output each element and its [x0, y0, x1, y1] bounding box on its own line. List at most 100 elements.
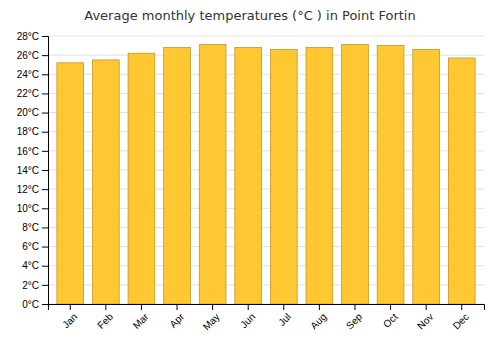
tick-mark: [42, 74, 48, 75]
tick-mark: [42, 208, 48, 209]
tick-mark: [42, 170, 48, 171]
tick: Aug: [308, 304, 328, 331]
tick-label: 26°C: [17, 50, 39, 61]
tick-mark: [319, 304, 320, 310]
chart: 0°C 2°C 4°C 6°C 8°C 10°C 12°C 14°C 16°C 18°C 20°C 2…: [0, 0, 500, 350]
bar: [413, 49, 440, 304]
bar: [377, 46, 404, 304]
tick: 24°C: [17, 69, 48, 80]
tick-label: Mar: [131, 311, 151, 331]
tick: 10°C: [17, 203, 48, 214]
tick-mark: [42, 132, 48, 133]
tick-mark: [461, 304, 462, 310]
tick-mark: [212, 304, 213, 310]
tick-label: Dec: [451, 311, 471, 331]
tick-label: Sep: [344, 311, 365, 332]
tick-label: 18°C: [17, 126, 39, 137]
tick-label: 14°C: [17, 165, 39, 176]
tick-mark: [42, 189, 48, 190]
x-axis: Jan Feb Mar Apr May Jun Jul Aug Sep Oct Nov Dec: [49, 304, 485, 332]
tick: May: [201, 304, 222, 332]
tick: Mar: [131, 304, 151, 331]
bar: [199, 45, 226, 304]
tick-mark: [141, 304, 142, 310]
tick-label: Oct: [381, 311, 400, 330]
tick: Nov: [415, 304, 435, 331]
tick-label: 8°C: [22, 222, 39, 233]
tick: Dec: [451, 304, 471, 331]
tick-mark: [42, 113, 48, 114]
tick-mark: [42, 247, 48, 248]
axis-line: [49, 305, 485, 311]
tick: 18°C: [17, 126, 48, 137]
tick: Apr: [167, 304, 186, 330]
tick: 28°C: [17, 31, 48, 42]
tick-mark: [42, 55, 48, 56]
grid: [48, 36, 484, 304]
tick-mark: [354, 304, 355, 310]
tick-mark: [42, 304, 48, 305]
tick-label: 28°C: [17, 31, 39, 42]
tick: 8°C: [22, 222, 48, 233]
tick-mark: [42, 36, 48, 37]
tick: Oct: [381, 304, 400, 330]
tick-label: Nov: [415, 311, 435, 331]
tick-label: 20°C: [17, 107, 39, 118]
grid-line: [48, 36, 484, 37]
bar: [128, 53, 155, 304]
tick-label: 6°C: [22, 241, 39, 252]
tick-label: 16°C: [17, 146, 39, 157]
tick-mark: [426, 304, 427, 310]
tick: 12°C: [17, 184, 48, 195]
bars: [57, 45, 475, 304]
tick: 0°C: [22, 299, 48, 310]
tick-mark: [390, 304, 391, 310]
bar: [164, 47, 191, 304]
tick-label: 22°C: [17, 88, 39, 99]
tick: Jan: [60, 304, 79, 330]
tick-label: Jun: [238, 311, 257, 330]
title: Average monthly temperatures (°C ) in Po…: [84, 8, 415, 23]
bar: [92, 60, 119, 304]
tick: 2°C: [22, 280, 48, 291]
tick-mark: [70, 304, 71, 310]
tick-mark: [42, 227, 48, 228]
tick-mark: [42, 93, 48, 94]
tick: Feb: [95, 304, 115, 331]
tick-label: May: [201, 311, 222, 332]
bar: [342, 45, 369, 304]
tick-label: 10°C: [17, 203, 39, 214]
tick: Jun: [238, 304, 257, 330]
tick: 20°C: [17, 107, 48, 118]
tick-label: 24°C: [17, 69, 39, 80]
tick-label: Jul: [276, 311, 293, 328]
y-axis: 0°C 2°C 4°C 6°C 8°C 10°C 12°C 14°C 16°C 18°C 20°C 2…: [17, 31, 49, 310]
tick: Jul: [276, 304, 293, 328]
tick-label: 12°C: [17, 184, 39, 195]
bar: [448, 58, 475, 304]
tick-label: Jan: [60, 311, 79, 330]
bar: [306, 47, 333, 304]
tick-label: 0°C: [22, 299, 39, 310]
bar: [270, 49, 297, 304]
tick-label: Aug: [308, 311, 328, 331]
tick-mark: [105, 304, 106, 310]
tick-mark: [42, 285, 48, 286]
tick: 26°C: [17, 50, 48, 61]
tick: 16°C: [17, 146, 48, 157]
tick-label: 4°C: [22, 260, 39, 271]
tick-mark: [42, 151, 48, 152]
tick-mark: [42, 266, 48, 267]
tick: 6°C: [22, 241, 48, 252]
plot: 0°C 2°C 4°C 6°C 8°C 10°C 12°C 14°C 16°C 18°C 20°C 2…: [17, 31, 485, 333]
tick: 4°C: [22, 260, 48, 271]
bar: [235, 47, 262, 304]
tick-label: Feb: [95, 311, 115, 331]
tick-mark: [283, 304, 284, 310]
tick: Sep: [344, 304, 365, 331]
tick-label: 2°C: [22, 280, 39, 291]
tick-label: Apr: [167, 311, 186, 330]
bar: [57, 63, 84, 304]
tick-mark: [248, 304, 249, 310]
axis-line: [42, 37, 49, 305]
